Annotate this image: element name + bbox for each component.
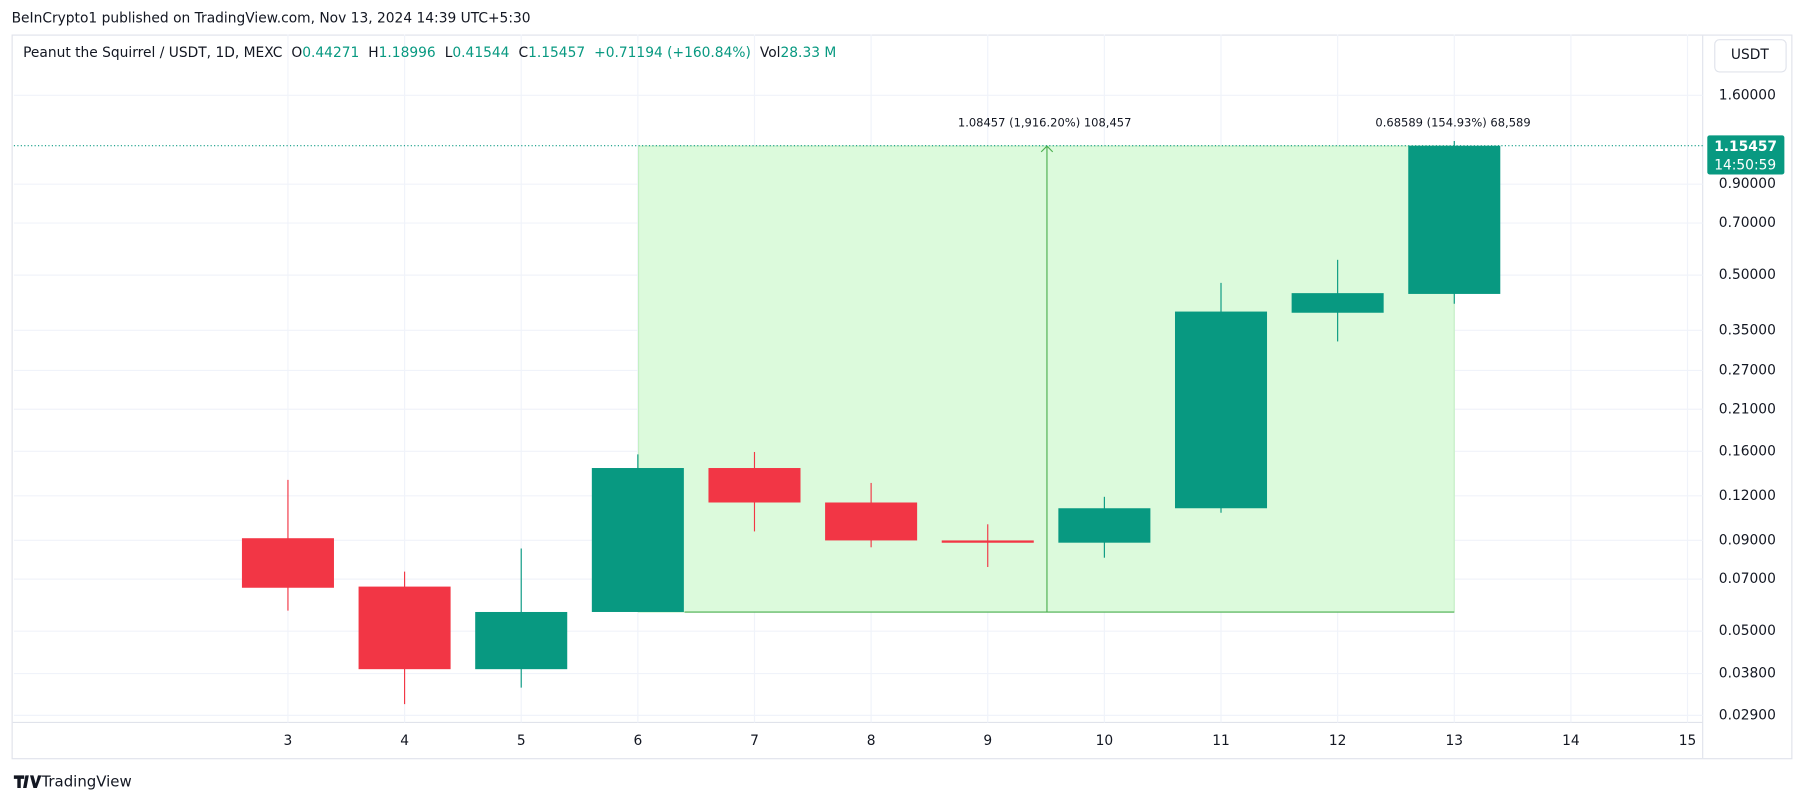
candle-body: [1408, 145, 1501, 294]
high-label: H: [368, 45, 378, 61]
symbol: Peanut the Squirrel / USDT, 1D, MEXC: [23, 45, 282, 61]
candle-body: [358, 586, 451, 670]
high-value: 1.18996: [379, 45, 436, 61]
change: +0.71194 (+160.84%): [594, 45, 751, 61]
y-tick-label: 1.60000: [1719, 87, 1776, 103]
candle-body: [475, 611, 568, 670]
y-tick-label: 0.12000: [1719, 488, 1776, 504]
candle-body: [591, 468, 684, 612]
measure-label: 1.08457 (1,916.20%) 108,457: [958, 116, 1132, 130]
candle-body: [825, 502, 918, 541]
x-tick-label: 4: [400, 733, 409, 749]
low-label: L: [445, 45, 453, 61]
y-tick-label: 0.27000: [1719, 362, 1776, 378]
legend-header: Peanut the Squirrel / USDT, 1D, MEXC O0.…: [23, 45, 836, 61]
y-tick-label: 0.70000: [1719, 215, 1776, 231]
close-value: 1.15457: [528, 45, 585, 61]
last-price-label: 1.15457: [1714, 139, 1777, 155]
x-tick-label: 14: [1562, 733, 1580, 749]
currency[interactable]: USDT: [1731, 47, 1769, 63]
y-tick-label: 0.21000: [1719, 401, 1776, 417]
x-tick-label: 10: [1096, 733, 1114, 749]
y-tick-label: 0.35000: [1719, 322, 1776, 338]
y-tick-label: 0.02900: [1719, 707, 1776, 723]
open-label: O: [291, 45, 302, 61]
candle-body: [1058, 508, 1151, 543]
volume-value: 28.33 M: [781, 45, 837, 61]
measure-label: 0.68589 (154.93%) 68,589: [1375, 116, 1530, 130]
candle-body: [241, 538, 334, 588]
volume-label: Vol: [760, 45, 781, 61]
x-tick-label: 12: [1329, 733, 1347, 749]
x-tick-label: 5: [517, 733, 526, 749]
footer-text: TradingView: [40, 772, 131, 790]
candle-body: [1174, 311, 1268, 509]
measure-tool: 1.08457 (1,916.20%) 108,457 0.68589 (154…: [637, 116, 1531, 613]
x-tick-label: 9: [983, 733, 992, 749]
y-tick-label: 0.07000: [1719, 571, 1776, 587]
x-tick-label: 7: [750, 733, 759, 749]
x-tick-label: 3: [284, 733, 293, 749]
currency-button[interactable]: [1714, 39, 1787, 73]
x-tick-label: 13: [1445, 733, 1463, 749]
countdown-label: 14:50:59: [1714, 157, 1776, 173]
candle-body: [708, 468, 801, 503]
y-tick-label: 0.05000: [1719, 623, 1776, 639]
x-tick-label: 6: [633, 733, 642, 749]
candles: [241, 141, 1501, 705]
y-tick-label: 0.09000: [1719, 532, 1776, 548]
y-tick-label: 0.50000: [1719, 267, 1776, 283]
low-value: 0.41544: [452, 45, 509, 61]
x-tick-label: 11: [1212, 733, 1230, 749]
candle-body: [941, 540, 1034, 543]
open-value: 0.44271: [302, 45, 359, 61]
candle-body: [1291, 293, 1384, 313]
close-label: C: [518, 45, 528, 61]
x-tick-label: 8: [867, 733, 876, 749]
y-tick-label: 0.90000: [1719, 176, 1776, 192]
publisher-line: BeInCrypto1 published on TradingView.com…: [12, 10, 531, 26]
y-tick-label: 0.16000: [1719, 443, 1776, 459]
y-tick-label: 0.03800: [1719, 666, 1776, 682]
chart-frame: [11, 34, 1793, 760]
x-tick-label: 15: [1679, 733, 1697, 749]
last-price-box: [1707, 135, 1785, 175]
